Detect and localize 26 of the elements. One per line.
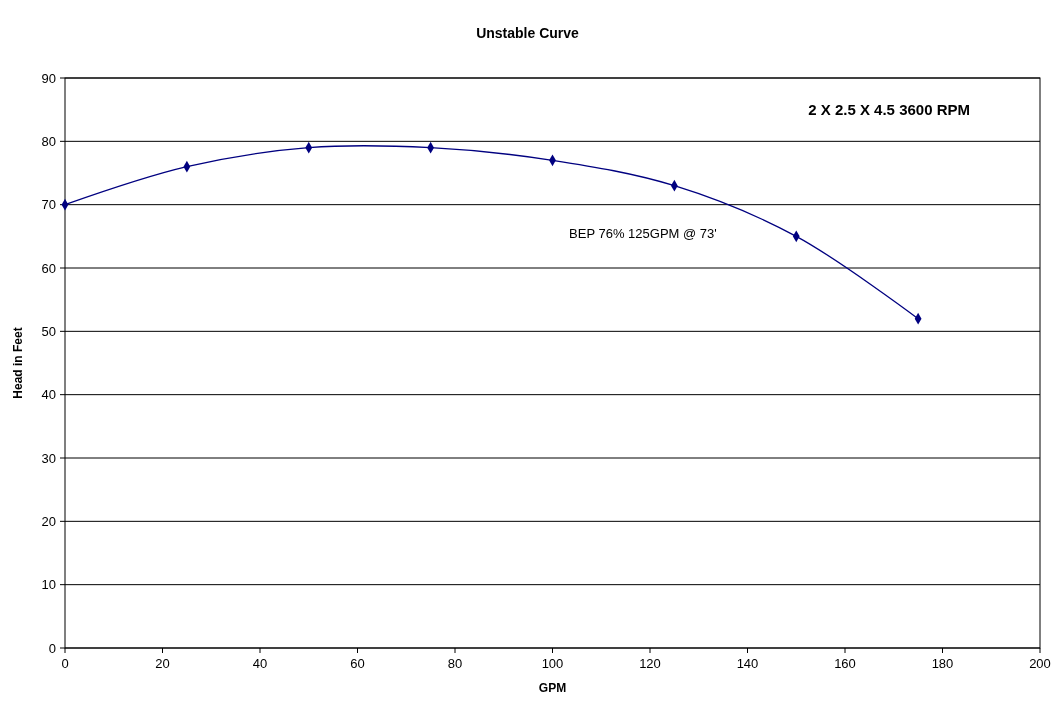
y-tick-label: 60 [41,260,56,276]
annotation: BEP 76% 125GPM @ 73' [569,225,717,241]
x-tick-label: 160 [834,656,856,671]
y-axis-title: Head in Feet [11,327,25,399]
y-tick-label: 10 [41,577,56,593]
x-tick-label: 80 [447,656,463,671]
x-tick-label: 180 [931,656,954,671]
x-tick-label: 20 [155,656,170,671]
y-tick-label: 0 [48,640,56,656]
x-tick-label: 140 [736,656,759,671]
chart-title: Unstable Curve [476,25,580,41]
y-tick-label: 20 [41,513,56,529]
x-tick-label: 100 [541,656,564,671]
x-tick-label: 0 [61,656,69,671]
y-tick-label: 80 [41,133,56,149]
x-tick-label: 200 [1029,656,1051,671]
x-tick-label: 60 [350,656,365,671]
y-tick-label: 30 [41,450,56,466]
x-tick-label: 120 [639,656,661,671]
y-tick-label: 50 [41,323,56,339]
y-tick-label: 70 [41,197,56,213]
x-axis-title: GPM [538,681,567,695]
y-tick-label: 40 [41,387,56,403]
annotation: 2 X 2.5 X 4.5 3600 RPM [808,101,970,118]
x-tick-label: 40 [252,656,268,671]
y-tick-label: 90 [41,70,56,86]
